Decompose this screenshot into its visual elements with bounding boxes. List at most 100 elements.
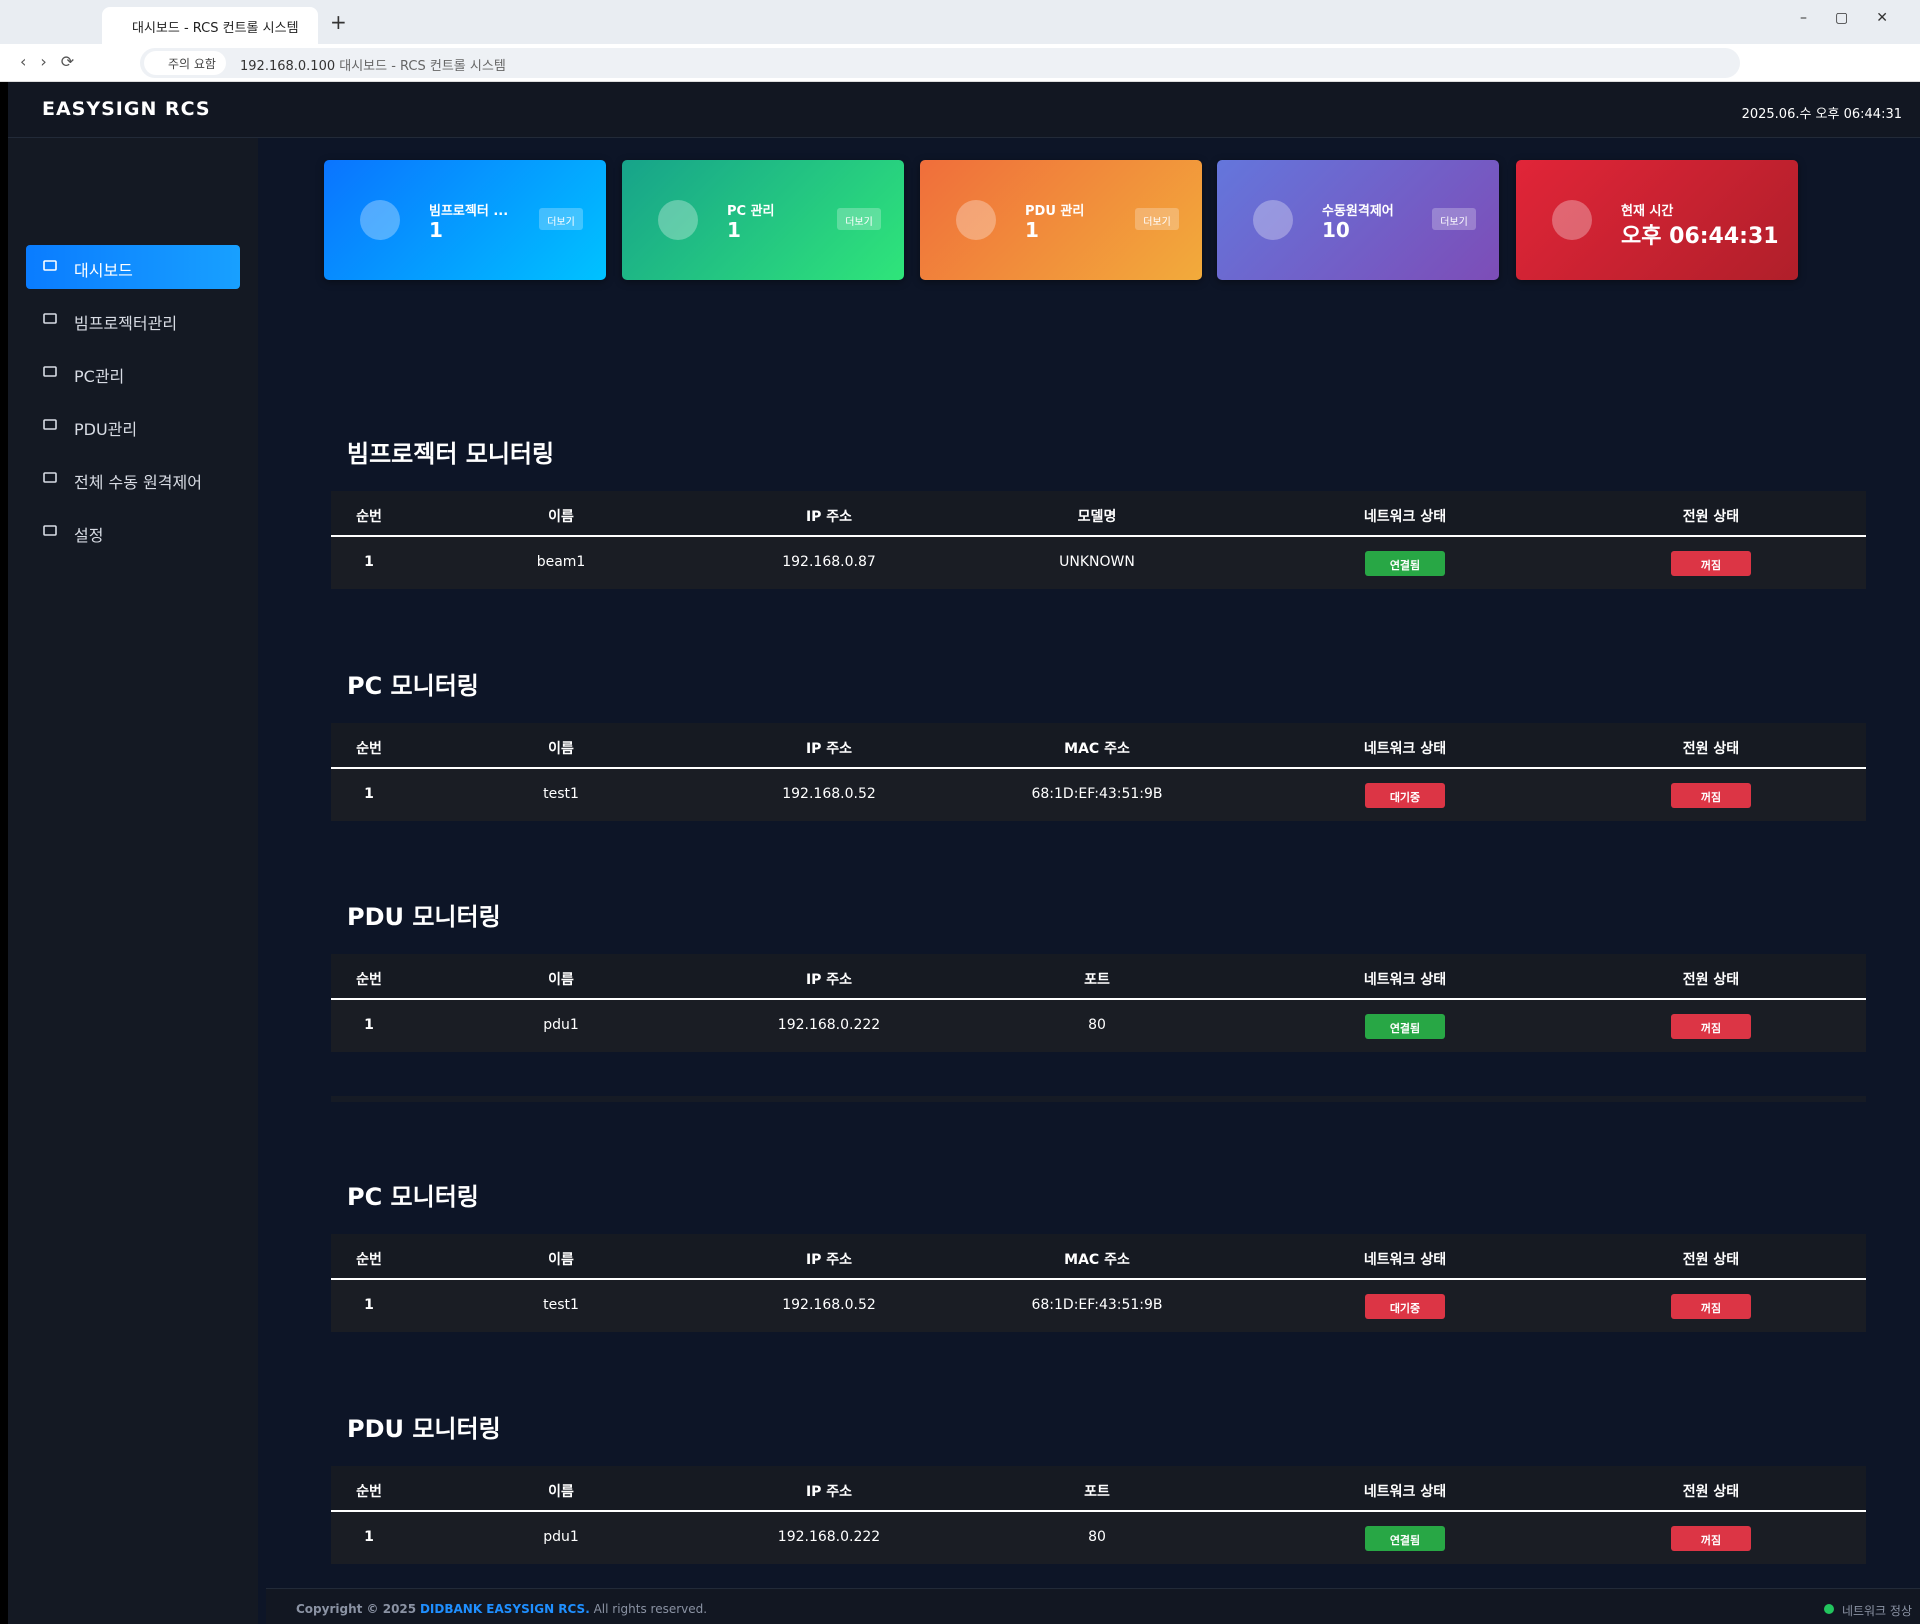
column-header: 전원 상태 xyxy=(1682,1484,1740,1500)
table-cell: UNKNOWN xyxy=(1059,554,1135,570)
status-badge: 꺼짐 xyxy=(1671,783,1751,808)
nav-item[interactable]: PDU관리 xyxy=(26,404,240,448)
more-button[interactable]: 더보기 xyxy=(1432,208,1476,230)
column-header: 네트워크 상태 xyxy=(1363,741,1447,757)
tab-bar: 대시보드 - RCS 컨트롤 시스템 + –▢✕ xyxy=(0,0,1920,44)
url: 192.168.0.100 대시보드 - RCS 컨트롤 시스템 xyxy=(240,55,506,74)
column-header: 전원 상태 xyxy=(1682,972,1740,988)
nav-label: 전체 수동 원격제어 xyxy=(74,473,202,492)
nav-icon xyxy=(43,366,57,377)
card-value: 1 xyxy=(429,218,443,242)
table-cell: test1 xyxy=(543,786,579,802)
network-status: 네트워크 정상 xyxy=(1823,1602,1912,1619)
status-badge: 꺼짐 xyxy=(1671,1526,1751,1551)
nav-item[interactable]: 빔프로젝터관리 xyxy=(26,298,240,342)
status-badge: 연결됨 xyxy=(1365,1014,1445,1039)
divider xyxy=(331,1096,1866,1102)
nav-icon xyxy=(43,419,57,430)
nav-buttons[interactable]: ‹›⟳ xyxy=(20,52,89,71)
column-header: 순번 xyxy=(356,972,382,988)
table-cell: 1 xyxy=(364,1529,374,1545)
section-title: PDU 모니터링 xyxy=(347,903,501,931)
stat-card[interactable]: 수동원격제어 10 더보기 xyxy=(1217,160,1499,280)
stat-card[interactable]: PC 관리 1 더보기 xyxy=(622,160,904,280)
company[interactable]: DIDBANK EASYSIGN RCS. xyxy=(419,1602,590,1616)
column-header: 네트워크 상태 xyxy=(1363,972,1447,988)
table-header: 순번 이름 IP 주소 포트 네트워크 상태 전원 상태 xyxy=(331,954,1866,1000)
card-label: PC 관리 xyxy=(727,204,775,219)
table-cell: pdu1 xyxy=(543,1529,579,1545)
status-badge: 꺼짐 xyxy=(1671,1014,1751,1039)
table-cell: 192.168.0.222 xyxy=(777,1017,881,1033)
nav-icon xyxy=(43,260,57,271)
nav-item[interactable]: 전체 수동 원격제어 xyxy=(26,457,240,501)
card-value: 10 xyxy=(1322,218,1350,242)
footer: Copyright © 2025 DIDBANK EASYSIGN RCS. A… xyxy=(266,1588,1920,1624)
column-header: 전원 상태 xyxy=(1682,509,1740,525)
nav-item[interactable]: 설정 xyxy=(26,510,240,554)
table-cell: 192.168.0.52 xyxy=(782,1297,876,1313)
table-header: 순번 이름 IP 주소 모델명 네트워크 상태 전원 상태 xyxy=(331,491,1866,537)
section-title: PDU 모니터링 xyxy=(347,1415,501,1443)
stat-card[interactable]: PDU 관리 1 더보기 xyxy=(920,160,1202,280)
status-badge: 꺼짐 xyxy=(1671,1294,1751,1319)
table-header: 순번 이름 IP 주소 포트 네트워크 상태 전원 상태 xyxy=(331,1466,1866,1512)
card-icon xyxy=(1253,200,1293,240)
column-header: 이름 xyxy=(548,972,574,988)
nav-icon xyxy=(43,472,57,483)
header: EASYSIGN RCS 2025.06.수 오후 06:44:31 xyxy=(8,82,1920,138)
nav-icon xyxy=(43,525,57,536)
column-header: 이름 xyxy=(548,509,574,525)
table-cell: 192.168.0.52 xyxy=(782,786,876,802)
table-cell: 68:1D:EF:43:51:9B xyxy=(1031,1297,1163,1313)
nav-label: 설정 xyxy=(74,526,104,545)
column-header: 순번 xyxy=(356,741,382,757)
table-row: 1 test1 192.168.0.52 68:1D:EF:43:51:9B 대기중 꺼짐 xyxy=(331,769,1866,821)
stat-card[interactable]: 현재 시간 오후 06:44:31 xyxy=(1516,160,1798,280)
card-label: 수동원격제어 xyxy=(1322,204,1394,219)
table-cell: pdu1 xyxy=(543,1017,579,1033)
column-header: 순번 xyxy=(356,509,382,525)
new-tab[interactable]: + xyxy=(330,10,347,34)
window-controls[interactable]: –▢✕ xyxy=(1800,10,1916,26)
table-cell: 1 xyxy=(364,1017,374,1033)
table-cell: 1 xyxy=(364,786,374,802)
brand[interactable]: EASYSIGN RCS xyxy=(42,98,211,120)
status-badge: 대기중 xyxy=(1365,783,1445,808)
card-label: 빔프로젝터 ... xyxy=(429,204,509,219)
copyright: Copyright © 2025 DIDBANK EASYSIGN RCS. A… xyxy=(296,1602,707,1616)
column-header: 순번 xyxy=(356,1252,382,1268)
table-cell: beam1 xyxy=(536,554,586,570)
column-header: 네트워크 상태 xyxy=(1363,1484,1447,1500)
datetime: 2025.06.수 오후 06:44:31 xyxy=(1741,107,1902,122)
table-cell: 192.168.0.87 xyxy=(782,554,876,570)
nav-item[interactable]: 대시보드 xyxy=(26,245,240,289)
section-title: PC 모니터링 xyxy=(347,1183,479,1211)
nav-item[interactable]: PC관리 xyxy=(26,351,240,395)
more-button[interactable]: 더보기 xyxy=(837,208,881,230)
omnibox[interactable]: 주의 요함 192.168.0.100 대시보드 - RCS 컨트롤 시스템 xyxy=(140,48,1740,78)
copyright-suffix: All rights reserved. xyxy=(593,1602,708,1616)
status-text: 네트워크 정상 xyxy=(1841,1604,1912,1618)
column-header: 전원 상태 xyxy=(1682,1252,1740,1268)
page-title: 대시보드 - RCS 컨트롤 시스템 xyxy=(339,59,506,74)
column-header: 포트 xyxy=(1084,1484,1110,1500)
card-icon xyxy=(1552,200,1592,240)
security-chip[interactable]: 주의 요함 xyxy=(144,51,226,75)
column-header: 네트워크 상태 xyxy=(1363,509,1447,525)
column-header: 이름 xyxy=(548,741,574,757)
nav-label: PC관리 xyxy=(74,367,125,386)
more-button[interactable]: 더보기 xyxy=(1135,208,1179,230)
stat-card[interactable]: 빔프로젝터 ... 1 더보기 xyxy=(324,160,606,280)
browser-tab[interactable]: 대시보드 - RCS 컨트롤 시스템 xyxy=(102,7,318,44)
column-header: IP 주소 xyxy=(805,741,853,757)
column-header: 모델명 xyxy=(1077,509,1117,525)
column-header: 순번 xyxy=(356,1484,382,1500)
column-header: IP 주소 xyxy=(805,1484,853,1500)
table-row: 1 pdu1 192.168.0.222 80 연결됨 꺼짐 xyxy=(331,1512,1866,1564)
column-header: IP 주소 xyxy=(805,1252,853,1268)
url-text: 192.168.0.100 xyxy=(240,59,336,74)
tab-title: 대시보드 - RCS 컨트롤 시스템 xyxy=(132,21,299,36)
more-button[interactable]: 더보기 xyxy=(539,208,583,230)
card-icon xyxy=(658,200,698,240)
